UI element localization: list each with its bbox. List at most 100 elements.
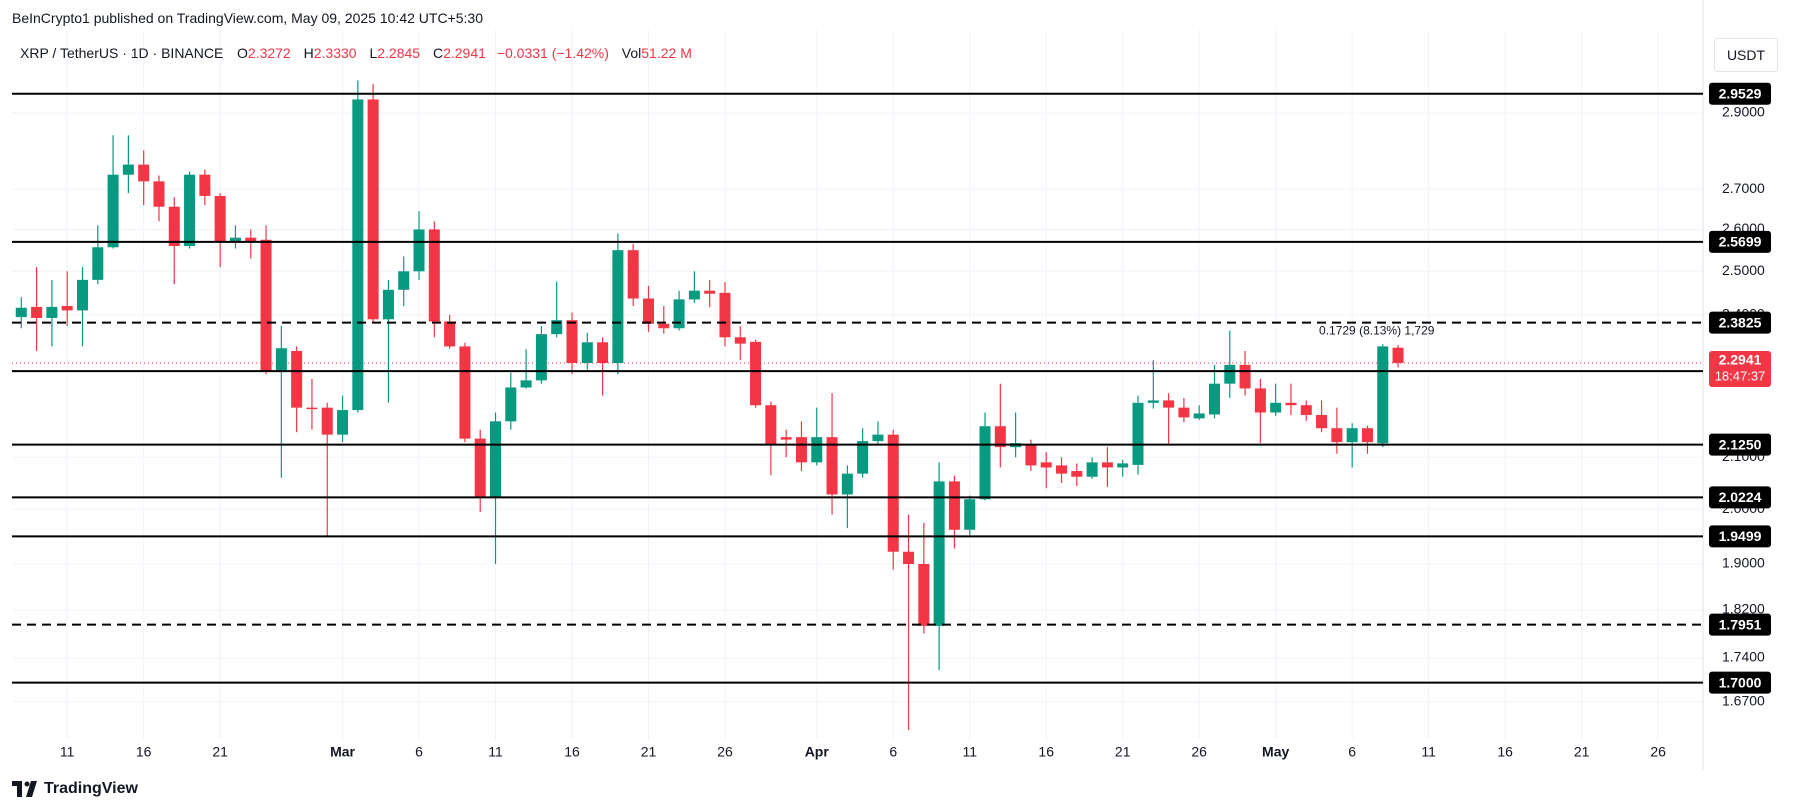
- level-label: 1.7951: [1719, 616, 1762, 632]
- measure-label: 0.1729 (8.13%) 1,729: [1319, 323, 1435, 337]
- open-value: 2.3272: [247, 45, 291, 61]
- candle-body: [979, 426, 991, 500]
- candle-body: [872, 434, 884, 442]
- candle-body: [490, 421, 502, 498]
- level-label: 2.0224: [1719, 489, 1762, 505]
- candle-body: [1361, 428, 1373, 443]
- brand: TradingView: [44, 780, 138, 797]
- candle-body: [107, 174, 119, 248]
- symbol: XRP / TetherUS · 1D · BINANCE: [20, 45, 224, 61]
- candle-body: [199, 174, 211, 196]
- candle-body: [505, 387, 517, 422]
- candle-body: [795, 437, 807, 463]
- candle-body: [321, 407, 333, 435]
- candle-body: [734, 337, 746, 344]
- candle-body: [291, 350, 303, 408]
- level-label-bg: [1709, 613, 1771, 636]
- x-tick-label: 26: [1191, 744, 1207, 760]
- candle-body: [1316, 414, 1328, 429]
- x-tick-label: 11: [488, 744, 503, 760]
- low-value: 2.2845: [377, 45, 421, 61]
- candle-body: [367, 99, 379, 320]
- candle-body: [1040, 462, 1052, 468]
- candle-body: [352, 99, 364, 411]
- x-tick-label: 26: [717, 744, 733, 760]
- candle-body: [245, 237, 257, 242]
- candle-body: [1300, 405, 1312, 415]
- change: −0.0331 (−1.42%): [496, 45, 609, 61]
- candle-body: [597, 342, 609, 364]
- candle-body: [1270, 402, 1282, 413]
- candle-body: [31, 306, 43, 318]
- last-price-bg: [1709, 350, 1771, 387]
- logo: [12, 781, 37, 797]
- y-tick-label: 1.9000: [1722, 555, 1765, 571]
- candle-body: [46, 306, 58, 318]
- candle-body: [780, 437, 792, 440]
- candle-body: [275, 348, 287, 372]
- close-key: C: [432, 45, 444, 61]
- level-label-bg: [1709, 230, 1771, 253]
- candle-body: [673, 299, 685, 329]
- candle-body: [1331, 428, 1343, 443]
- x-tick-label: 26: [1650, 744, 1666, 760]
- close-value: 2.2941: [443, 45, 486, 61]
- y-tick-label: 2.5000: [1722, 262, 1765, 278]
- candle-body: [1132, 402, 1144, 465]
- y-tick-label: 2.9000: [1722, 104, 1765, 120]
- x-tick-label: May: [1262, 744, 1289, 760]
- candle-body: [474, 438, 486, 498]
- countdown: 18:47:37: [1715, 368, 1766, 383]
- candle-body: [857, 441, 869, 474]
- candle-body: [994, 426, 1006, 448]
- level-label-bg: [1709, 311, 1771, 334]
- candle-body: [1239, 364, 1251, 389]
- candle-body: [811, 437, 823, 463]
- candle-body: [719, 292, 731, 338]
- candle-body: [1178, 407, 1190, 418]
- candle-body: [750, 341, 762, 406]
- candle-body: [1285, 402, 1297, 406]
- candle-body: [826, 437, 838, 495]
- legend: XRP / TetherUS · 1D · BINANCE O2.3272 H2…: [20, 45, 699, 61]
- x-tick-label: 16: [136, 744, 152, 760]
- x-tick-label: 11: [60, 744, 75, 760]
- candle-body: [122, 164, 134, 175]
- candle-body: [551, 320, 563, 335]
- candle-body: [413, 229, 425, 272]
- candle-body: [76, 279, 88, 311]
- level-label: 2.9529: [1719, 85, 1762, 101]
- candle-body: [841, 473, 853, 495]
- low-key: L: [369, 45, 378, 61]
- candle-body: [214, 195, 226, 242]
- level-label-bg: [1709, 525, 1771, 548]
- x-tick-label: 16: [1038, 744, 1054, 760]
- candle-body: [612, 250, 624, 364]
- candle-body: [1346, 428, 1358, 443]
- candle-body: [1117, 463, 1129, 468]
- candle-body: [184, 174, 196, 247]
- candle-body: [444, 321, 456, 347]
- candle-body: [428, 229, 440, 322]
- y-tick-label: 1.6700: [1722, 692, 1765, 708]
- candle-body: [260, 239, 272, 372]
- y-tick-label: 1.8200: [1722, 601, 1765, 617]
- candle-body: [61, 305, 73, 311]
- candle-body: [1392, 347, 1404, 363]
- currency-button[interactable]: USDT: [1714, 38, 1778, 72]
- level-label-bg: [1709, 486, 1771, 509]
- candle-body: [964, 499, 976, 530]
- candle-body: [566, 320, 578, 364]
- candle-body: [398, 271, 410, 290]
- candle-body: [642, 298, 654, 324]
- volume-key: Vol: [621, 45, 642, 61]
- level-label: 1.7000: [1719, 674, 1762, 690]
- last-price-label: 2.2941: [1719, 352, 1762, 368]
- x-tick-label: 21: [1115, 744, 1131, 760]
- candle-body: [1025, 444, 1037, 466]
- candle-body: [1377, 346, 1389, 444]
- x-tick-label: 11: [1421, 744, 1436, 760]
- candle-body: [765, 405, 777, 445]
- candle-body: [382, 289, 394, 320]
